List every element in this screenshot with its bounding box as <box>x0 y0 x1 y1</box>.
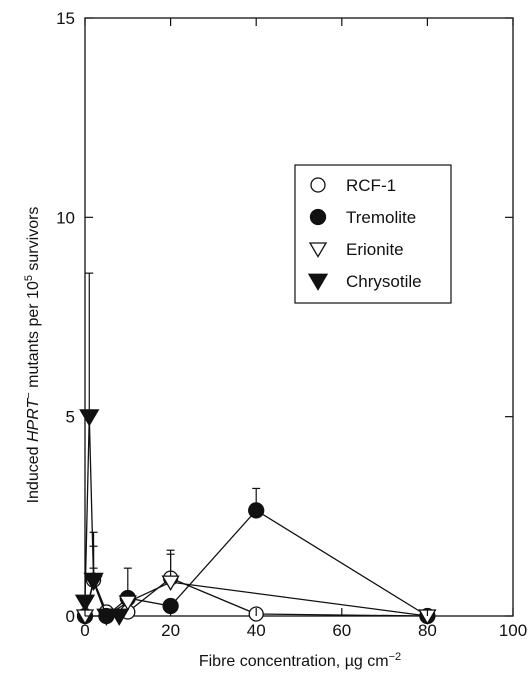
tremolite-point <box>249 503 264 518</box>
y-tick-label: 15 <box>56 9 75 28</box>
tick-layer: 0 20 40 60 80 100 0 5 10 15 <box>56 9 527 640</box>
series-layer <box>76 273 435 624</box>
plot-area <box>85 18 513 616</box>
legend: RCF-1 Tremolite Erionite Chrysotile <box>295 165 451 303</box>
legend-marker-tremolite <box>311 210 326 225</box>
legend-label-rcf-1: RCF-1 <box>346 176 396 195</box>
x-tick-label: 100 <box>499 621 527 640</box>
y-axis-title: Induced HPRT− mutants per 105 survivors <box>23 207 42 504</box>
legend-label-tremolite: Tremolite <box>346 208 416 227</box>
legend-label-chrysotile: Chrysotile <box>346 272 422 291</box>
chrysotile-point <box>80 410 98 425</box>
x-axis-title: Fibre concentration, µg cm−2 <box>199 651 401 670</box>
y-tick-label: 0 <box>66 607 75 626</box>
x-tick-label: 40 <box>247 621 266 640</box>
y-tick-label: 10 <box>56 208 75 227</box>
legend-marker-rcf-1 <box>311 178 325 192</box>
series-chrysotile <box>76 273 128 624</box>
y-tick-label: 5 <box>66 408 75 427</box>
x-tick-label: 0 <box>80 621 89 640</box>
x-tick-label: 60 <box>332 621 351 640</box>
plot-frame <box>85 18 513 616</box>
x-tick-label: 80 <box>418 621 437 640</box>
legend-label-erionite: Erionite <box>346 240 404 259</box>
x-tick-label: 20 <box>161 621 180 640</box>
tremolite-line <box>85 510 427 616</box>
